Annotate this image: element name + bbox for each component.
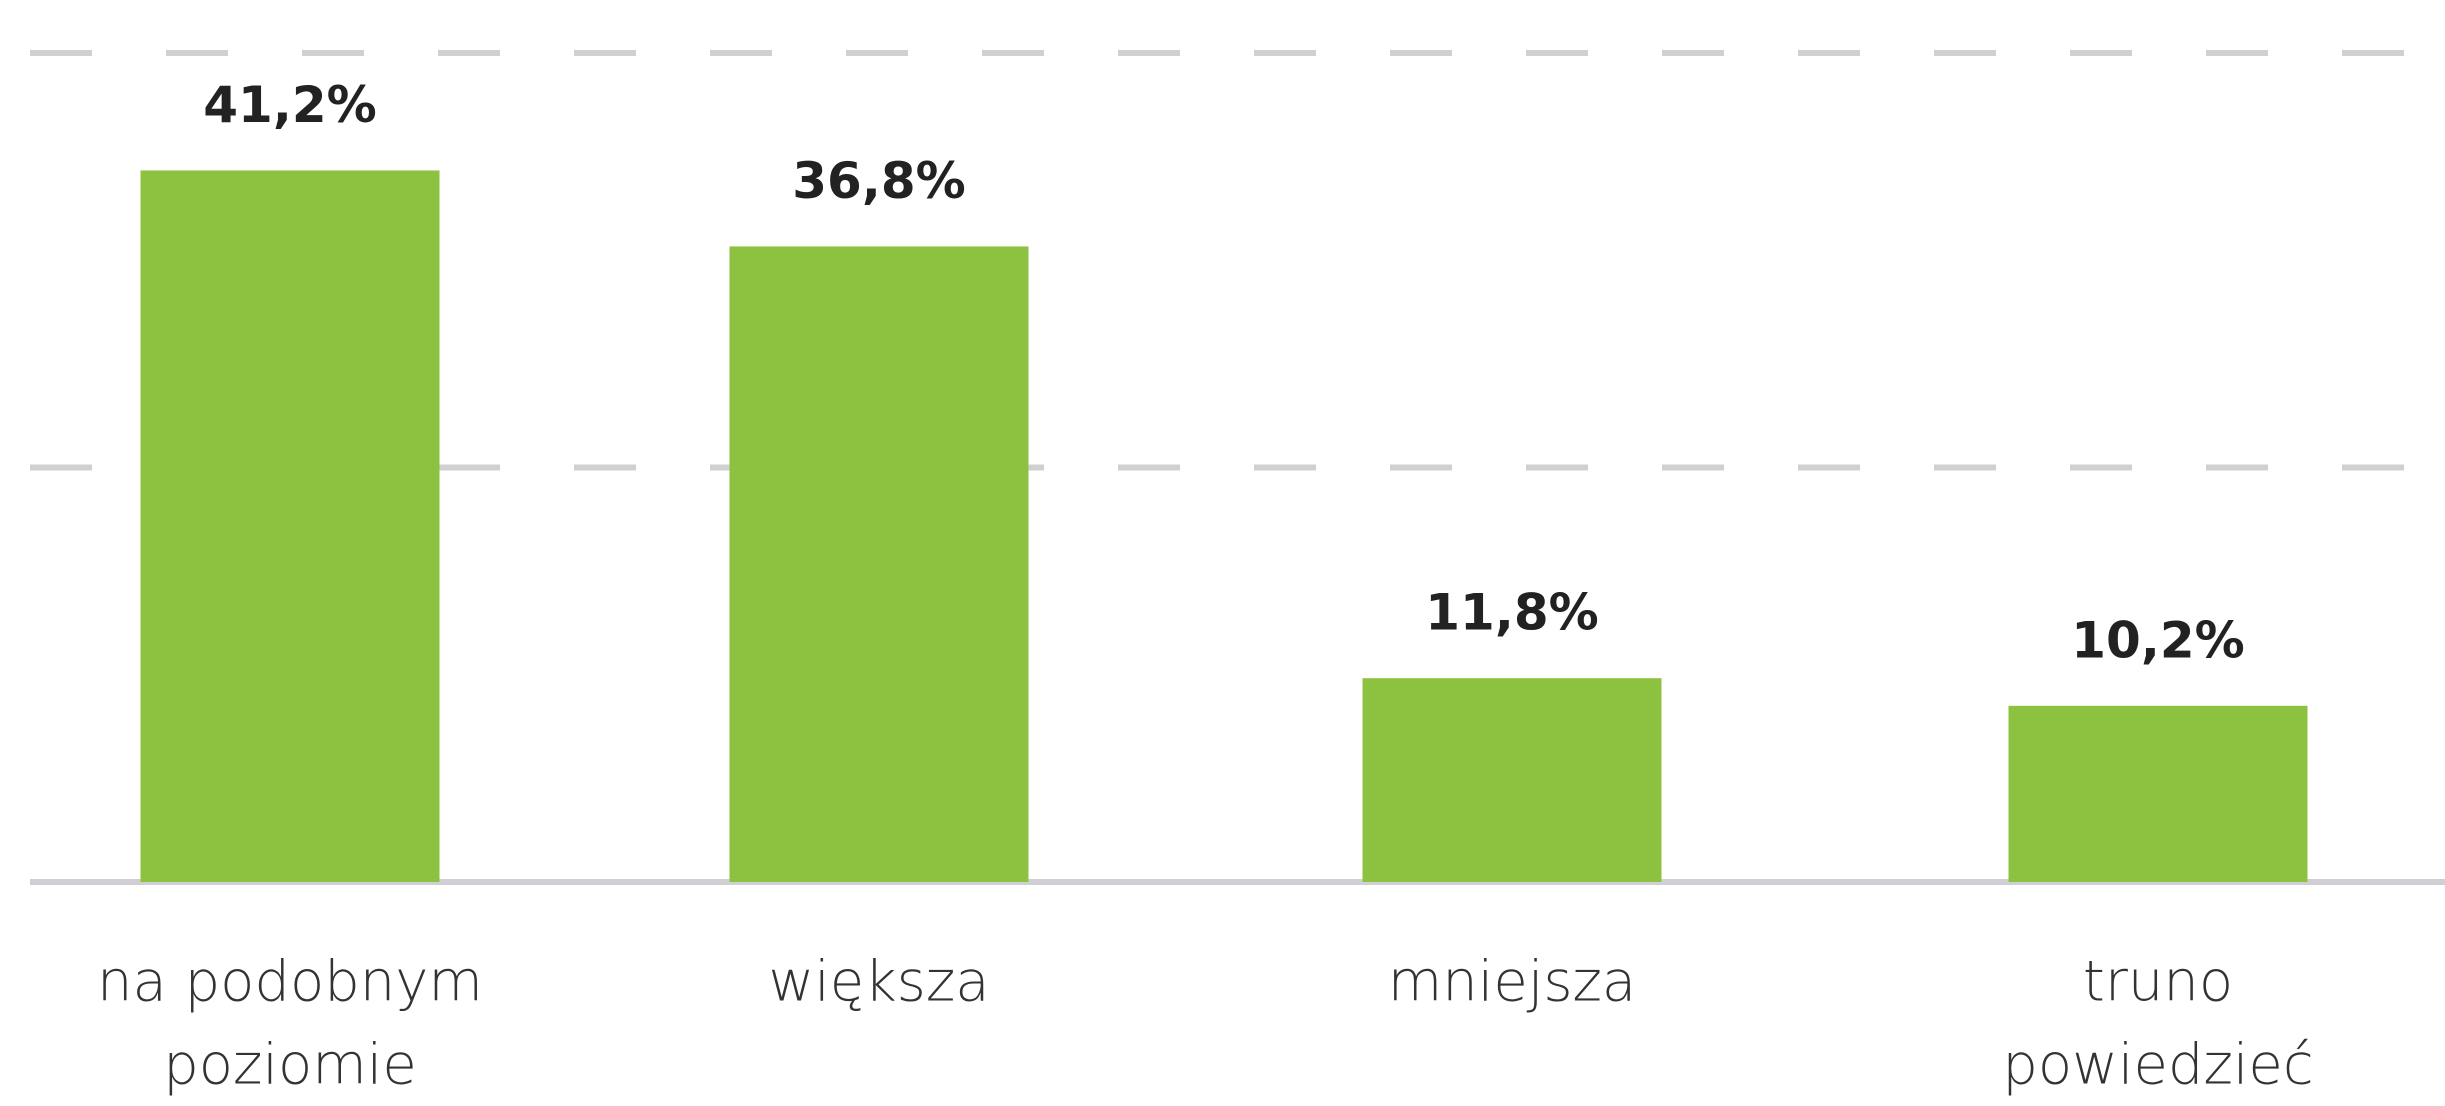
value-label: 41,2%: [203, 76, 376, 134]
x-tick-label: na podobnym: [97, 949, 483, 1014]
bar: [729, 246, 1029, 882]
bar: [1362, 678, 1662, 882]
value-label: 11,8%: [1425, 584, 1598, 642]
value-label: 36,8%: [792, 152, 965, 210]
x-tick-label: poziomie: [163, 1032, 417, 1097]
x-tick-label: większa: [768, 949, 989, 1014]
value-label: 10,2%: [2071, 611, 2244, 669]
x-tick-label: powiedzieć: [2002, 1032, 2313, 1097]
bar: [140, 170, 440, 883]
bar: [2008, 705, 2308, 882]
x-tick-label: mniejsza: [1388, 949, 1637, 1014]
x-tick-label: truno: [2083, 949, 2233, 1014]
